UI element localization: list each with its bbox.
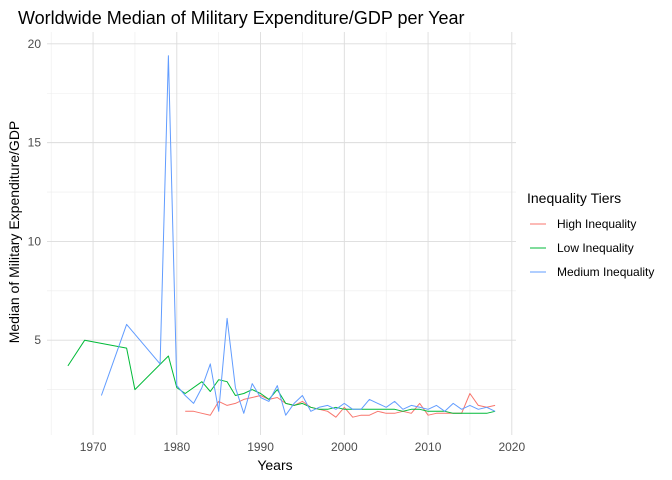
x-axis-title: Years (257, 457, 292, 473)
y-tick-label: 10 (28, 234, 42, 248)
chart-title: Worldwide Median of Military Expenditure… (18, 8, 465, 28)
y-axis-title: Median of Military Expenditure/GDP (6, 121, 22, 344)
series-line-high-inequality (185, 393, 496, 418)
y-tick-label: 15 (28, 136, 42, 150)
x-tick-label: 1970 (80, 440, 107, 454)
y-tick-label: 5 (34, 333, 41, 347)
x-tick-label: 1980 (163, 440, 190, 454)
x-tick-label: 1990 (247, 440, 274, 454)
legend-label: High Inequality (557, 217, 636, 231)
series-lines (67, 55, 496, 418)
x-tick-label: 2010 (415, 440, 442, 454)
legend-label: Low Inequality (557, 241, 634, 255)
major-gridlines (47, 32, 516, 435)
minor-gridlines (47, 32, 516, 435)
legend: Inequality Tiers High Inequality Low Ineq… (527, 190, 654, 279)
series-line-low-inequality (67, 339, 496, 414)
series-line-medium-inequality (100, 55, 496, 416)
legend-title: Inequality Tiers (527, 190, 621, 206)
legend-label: Medium Inequality (557, 265, 654, 279)
x-tick-label: 2000 (331, 440, 358, 454)
y-axis-ticks: 5 10 15 20 (28, 37, 42, 347)
y-tick-label: 20 (28, 37, 42, 51)
x-axis-ticks: 1970 1980 1990 2000 2010 2020 (80, 440, 526, 454)
x-tick-label: 2020 (498, 440, 525, 454)
